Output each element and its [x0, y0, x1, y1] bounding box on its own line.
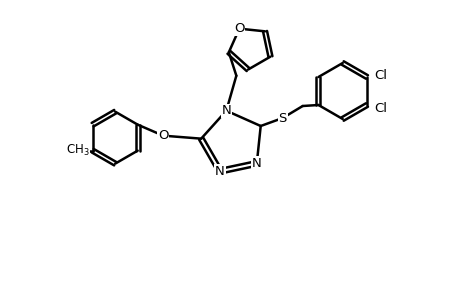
Text: O: O — [234, 22, 244, 35]
Text: N: N — [252, 157, 261, 170]
Text: N: N — [221, 104, 231, 117]
Text: N: N — [215, 165, 224, 178]
Text: CH$_3$: CH$_3$ — [66, 143, 90, 158]
Text: O: O — [157, 129, 168, 142]
Text: S: S — [278, 112, 286, 124]
Text: Cl: Cl — [374, 101, 386, 115]
Text: Cl: Cl — [374, 68, 386, 82]
